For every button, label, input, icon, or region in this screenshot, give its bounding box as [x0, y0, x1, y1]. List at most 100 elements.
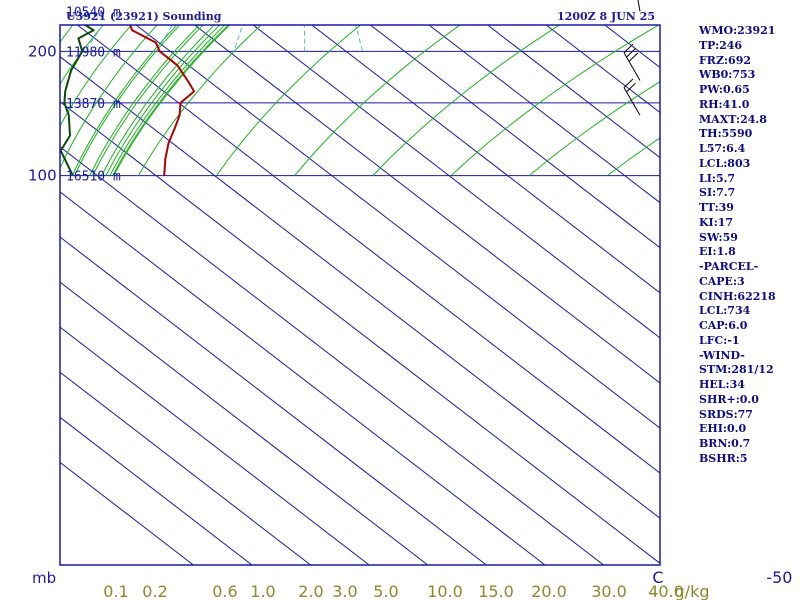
height-level-label: 16510 m — [66, 170, 121, 185]
dewpoint-profile — [60, 25, 95, 177]
wind-barbs — [623, 0, 641, 116]
isotherm-line — [60, 281, 429, 565]
isotherm-line — [60, 236, 487, 565]
diagram-grid — [0, 0, 660, 565]
isotherm-line — [252, 25, 660, 339]
index-item: BSHR:5 — [699, 451, 748, 465]
mixing-ratio-tick-label: 0.1 — [103, 582, 128, 600]
wind-barb — [623, 43, 641, 81]
index-item: LCL:734 — [699, 304, 751, 318]
mixing-ratio-tick-label: 3.0 — [332, 582, 357, 600]
wind-barb-flag — [623, 78, 634, 88]
mixing-ratio-tick-label: 0.2 — [142, 582, 167, 600]
plot-frame — [59, 24, 661, 566]
isotherm-line — [60, 101, 660, 564]
wind-barb-flag — [626, 82, 636, 93]
mixing-ratio-unit-label: g/kg — [675, 582, 710, 600]
isotherm-line — [60, 326, 370, 565]
stability-indices-panel: WMO:23921 TP:246 FRZ:692 WB0:753 PW:0.65 RH:4… — [699, 24, 800, 467]
isotherm-line — [135, 25, 660, 429]
dry-adiabat-line — [92, 25, 204, 176]
mixing-ratio-tick-label: 1.0 — [250, 582, 275, 600]
index-item: TH:5590 — [699, 127, 753, 141]
index-item: KI:17 — [699, 215, 734, 229]
isotherm-line — [60, 146, 604, 565]
wind-barb-flag — [628, 52, 639, 62]
dry-adiabat-line — [71, 25, 178, 176]
isotherm-line — [60, 371, 311, 565]
temperature-unit-label: C — [652, 568, 663, 587]
index-item: RH:41.0 — [699, 97, 750, 111]
mixing-ratio-line — [236, 0, 430, 11]
pressure-unit-label: mb — [32, 569, 56, 587]
temperature-tick-label: -50 — [766, 568, 792, 587]
index-item: CAP:6.0 — [699, 319, 748, 332]
isotherm-line — [428, 25, 660, 204]
mixing-ratio-tick-label: 2.0 — [298, 582, 323, 600]
station-title: U3921 (23921) Sounding — [66, 10, 222, 23]
mixing-ratio-line — [0, 0, 37, 11]
wind-barb-flag — [626, 48, 636, 58]
mixing-ratio-line — [0, 0, 72, 11]
isotherm-line — [60, 416, 253, 565]
dry-adiabat-line — [60, 25, 158, 170]
isotherm-line — [370, 25, 660, 249]
wind-barb-staff — [623, 52, 641, 81]
wind-barb-staff — [637, 0, 641, 12]
mixing-ratio-tick-label: 15.0 — [478, 582, 514, 600]
mixing-ratio-line — [207, 0, 405, 11]
index-item: CAPE:3 — [699, 274, 745, 288]
isotherm-line — [311, 25, 660, 294]
index-item: PW:0.65 — [699, 83, 750, 96]
isotherm-line — [60, 191, 546, 565]
pressure-tick-label: 200 — [28, 42, 57, 60]
isotherm-line — [60, 56, 660, 519]
mixing-ratio-tick-label: 5.0 — [373, 582, 398, 600]
moist-adiabat-line — [0, 0, 18, 51]
index-item: SI:7.7 — [699, 186, 736, 200]
index-item: SHR+:0.0 — [699, 392, 759, 406]
height-level-label: 10540 m — [66, 5, 121, 20]
dry-adiabat-line — [137, 25, 262, 176]
sounding-profiles — [60, 25, 196, 177]
index-item: TT:39 — [699, 201, 734, 214]
dry-adiabat-line — [0, 0, 379, 176]
index-item: LI:5.7 — [699, 171, 736, 185]
index-item: CINH:62218 — [699, 289, 776, 303]
mixing-ratio-tick-label: 40.0 — [648, 582, 684, 600]
index-item: WMO:23921 — [699, 24, 776, 37]
index-item: FRZ:692 — [699, 53, 752, 67]
temperature-profile — [129, 25, 196, 176]
isotherm-line — [487, 25, 660, 159]
valid-time: 1200Z 8 JUN 25 — [557, 10, 655, 23]
isotherm-line — [194, 25, 660, 384]
wind-barb — [637, 0, 641, 12]
wind-barb — [623, 78, 641, 116]
isotherm-line — [60, 461, 194, 565]
dry-adiabat-line — [101, 25, 216, 176]
index-item: -PARCEL- — [699, 260, 759, 273]
index-item: MAXT:24.8 — [699, 112, 767, 126]
axis-labels: 1002003004005006007008009001000mb16510 m… — [28, 5, 792, 600]
index-item: SW:59 — [699, 230, 738, 244]
mixing-ratio-tick-label: 0.6 — [212, 582, 237, 600]
pressure-tick-label: 100 — [28, 167, 57, 185]
isotherm-line — [77, 25, 660, 474]
dry-adiabat-line — [60, 25, 74, 43]
dry-adiabat-line — [60, 25, 133, 128]
wind-barb-flag — [623, 43, 634, 54]
mixing-ratio-tick-label: 10.0 — [427, 582, 463, 600]
height-level-label: 13870 m — [66, 97, 121, 112]
index-item: EI:1.8 — [699, 245, 736, 259]
index-item: EHI:0.0 — [699, 422, 747, 436]
index-item: STM:281/12 — [699, 363, 774, 377]
index-item: LFC:-1 — [699, 333, 740, 347]
mixing-ratio-tick-label: 30.0 — [591, 582, 627, 600]
mixing-ratio-tick-label: 20.0 — [531, 582, 567, 600]
index-item: SRDS:77 — [699, 407, 753, 421]
index-item: TP:246 — [699, 38, 743, 52]
height-level-label: 11980 m — [66, 45, 121, 60]
index-item: WB0:753 — [699, 68, 756, 82]
index-item: L57:6.4 — [699, 142, 746, 155]
